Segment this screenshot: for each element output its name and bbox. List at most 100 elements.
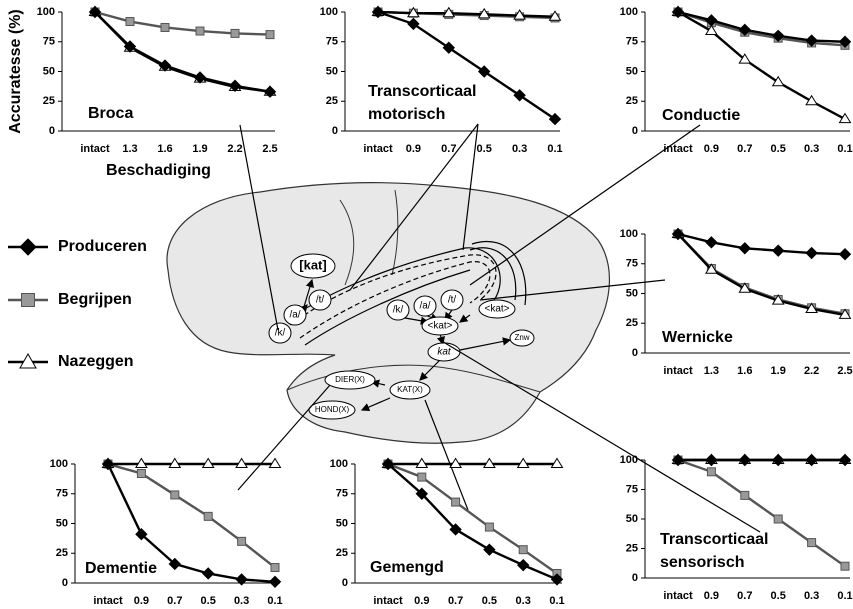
series-line	[94, 11, 271, 93]
series-line	[677, 233, 846, 315]
charts: 0 25 50 75 100 intact 1.3 1.6 1.9 2.2 2.5 Broca Accu…	[7, 5, 853, 607]
point	[548, 10, 562, 21]
point	[805, 302, 818, 313]
y-tick-label: 0	[632, 347, 638, 359]
point	[123, 40, 137, 53]
point	[671, 5, 685, 19]
y-tick-label: 25	[56, 547, 68, 559]
x-tick-label: intact	[93, 595, 123, 607]
point	[738, 242, 752, 255]
node-shape	[290, 253, 336, 279]
point	[268, 457, 282, 468]
y-tick-label: 0	[62, 577, 68, 589]
point	[771, 294, 785, 305]
point	[19, 238, 37, 256]
x-tick-label: 0.9	[414, 595, 429, 607]
chart-title: Conductie	[662, 107, 740, 124]
y-tick-label: 100	[37, 6, 55, 18]
point	[838, 308, 852, 319]
pointer-lines	[237, 123, 761, 533]
point	[265, 30, 275, 40]
point	[483, 543, 496, 556]
y-tick-label: 75	[326, 36, 338, 48]
nodes: [kat]/t//a//k//k//a//t/<kat><kat>katZnwD…	[268, 253, 535, 420]
x-tick-label: 2.2	[804, 365, 819, 377]
x-tick-label: intact	[363, 143, 393, 155]
point	[805, 453, 818, 467]
chart: 0 25 50 75 100 intact 1.3 1.6 1.9 2.2 2.5 Broca Accu…	[7, 5, 278, 179]
point	[738, 53, 752, 64]
point	[415, 457, 429, 468]
point	[550, 573, 564, 586]
point	[449, 523, 462, 536]
y-tick-label: 50	[626, 65, 638, 77]
point	[193, 71, 207, 84]
y-tick-label: 75	[56, 488, 68, 500]
chart-title: Dementie	[85, 560, 157, 577]
point	[705, 453, 718, 467]
chart: 0 25 50 75 100 intact 0.9 0.7 0.5 0.3 0.1 Transcort…	[320, 5, 563, 155]
series-line	[677, 10, 846, 121]
point	[518, 545, 528, 555]
y-tick-label: 25	[336, 547, 348, 559]
x-tick-label: 2.5	[262, 143, 277, 155]
point	[477, 7, 491, 19]
point	[705, 236, 718, 249]
node-shape	[283, 304, 307, 326]
y-tick-label: 50	[336, 517, 348, 529]
point	[516, 558, 530, 572]
point	[371, 5, 385, 19]
y-tick-label: 100	[620, 228, 638, 240]
x-tick-label: 0.7	[448, 595, 463, 607]
y-tick-label: 75	[626, 36, 638, 48]
x-tick-label: 1.3	[704, 365, 719, 377]
point	[807, 538, 817, 548]
point	[550, 457, 564, 468]
node-label: /k/	[393, 305, 404, 316]
chart: 0 25 50 75 100 intact 0.9 0.7 0.5 0.3 0.1 Dementie	[50, 457, 283, 607]
point	[513, 89, 526, 102]
node-label: /t/	[316, 295, 325, 306]
point	[135, 528, 148, 541]
point	[381, 457, 395, 471]
x-tick-label: 0.9	[704, 590, 719, 602]
point	[548, 112, 562, 126]
point	[415, 487, 429, 500]
x-tick-label: 0.7	[737, 590, 752, 602]
point	[838, 248, 852, 261]
y-tick-label: 75	[336, 488, 348, 500]
point	[838, 35, 852, 48]
y-tick-label: 0	[49, 125, 55, 137]
point	[771, 29, 785, 43]
y-tick-label: 50	[43, 65, 55, 77]
x-tick-label: intact	[663, 590, 693, 602]
point	[158, 59, 172, 72]
x-tick-label: 1.3	[122, 143, 137, 155]
x-tick-label: 0.3	[516, 595, 531, 607]
node-label: /k/	[275, 328, 286, 339]
point	[170, 490, 180, 500]
point	[840, 561, 850, 571]
series-line	[677, 458, 846, 568]
x-tick-label: 0.3	[804, 590, 819, 602]
series-line	[387, 463, 558, 581]
point	[268, 575, 282, 589]
node-shape	[421, 316, 459, 336]
point	[805, 34, 818, 47]
point	[838, 453, 852, 467]
series-line	[677, 233, 846, 317]
point	[21, 293, 35, 307]
point	[451, 497, 461, 507]
y-tick-label: 25	[326, 95, 338, 107]
y-tick-label: 75	[43, 36, 55, 48]
point	[201, 457, 215, 468]
point	[263, 85, 277, 98]
point	[773, 514, 783, 524]
point	[738, 23, 752, 37]
point	[740, 490, 750, 500]
x-tick-label: 0.7	[167, 595, 182, 607]
chart: 0 25 50 75 100 intact 0.9 0.7 0.5 0.3 0.1 Transcort…	[620, 453, 853, 602]
point	[705, 14, 718, 27]
x-tick-label: 0.9	[406, 143, 421, 155]
